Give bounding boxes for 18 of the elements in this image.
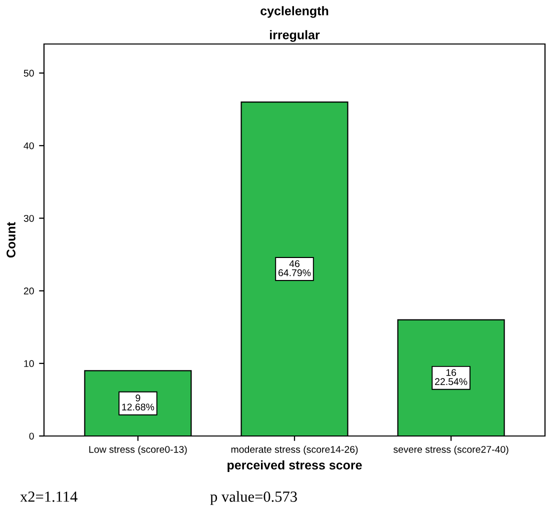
y-axis-title: Count [6,222,16,258]
chart-title: cyclelength [260,6,328,18]
y-tick-label: 20 [24,288,34,294]
x-tick-label: Low stress (score0-13) [89,446,187,455]
y-tick-label: 10 [24,360,34,368]
y-tick-label: 0 [29,432,34,440]
y-tick-label: 40 [24,142,34,150]
y-tick-label: 30 [24,214,34,222]
data-label: 9 12.68% [122,394,154,410]
y-tick-label: 50 [24,70,34,77]
x-tick-label: severe stress (score27-40) [394,446,508,455]
x-tick-label: moderate stress (score14-26) [231,446,358,455]
text: p value=0.573 [210,491,297,505]
chart-subtitle: irregular [270,30,320,42]
data-label: 16 22.54% [435,369,468,386]
data-label: 46 64.79% [278,260,311,276]
text: x2=1.114 [20,492,78,502]
x-axis-title: perceived stress score [228,460,362,472]
